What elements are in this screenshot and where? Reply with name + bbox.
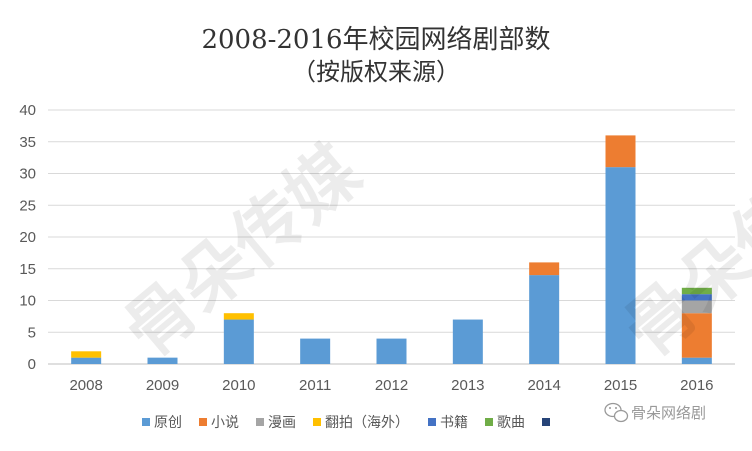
x-tick-label: 2014	[527, 377, 560, 394]
bars	[71, 135, 712, 364]
chart-title: 2008-2016年校园网络剧部数	[201, 25, 550, 55]
legend-label: 翻拍（海外）	[325, 415, 409, 431]
y-axis-ticks: 0 5 10 15 20 25 30 35 40	[19, 102, 36, 373]
bar-2014-series-0	[529, 275, 560, 364]
x-tick-label: 2011	[299, 377, 331, 394]
x-tick-label: 2008	[69, 377, 102, 394]
watermark-corner-text: 骨朵网络剧	[631, 404, 706, 422]
y-tick-label: 40	[19, 102, 36, 119]
legend-swatch	[313, 418, 321, 426]
watermark-corner: 骨朵网络剧	[604, 402, 706, 423]
bar-2016-series-2	[681, 300, 712, 314]
bar-2008-series-3	[71, 351, 102, 358]
x-axis-ticks: 2008 2009 2010 2011 2012 2013 2014 2015 2016	[69, 377, 713, 394]
bar-2016-series-4	[681, 294, 712, 301]
legend-swatch	[256, 418, 264, 426]
legend-label: 书籍	[440, 414, 468, 431]
bar-2009-series-0	[147, 357, 178, 364]
bar-2016-series-1	[681, 313, 712, 358]
bar-2010-series-3	[223, 313, 254, 320]
y-tick-label: 30	[19, 166, 36, 183]
y-tick-label: 15	[19, 261, 36, 278]
legend-label: 原创	[154, 415, 182, 431]
y-tick-label: 0	[28, 356, 36, 373]
legend-swatch	[142, 418, 150, 426]
bar-2015-series-1	[605, 135, 636, 168]
x-tick-label: 2016	[680, 377, 713, 394]
bar-2016-series-0	[681, 357, 712, 364]
bar-2013-series-0	[452, 319, 483, 364]
gridlines	[48, 109, 735, 365]
legend-label: 歌曲	[497, 415, 525, 431]
bar-2015-series-0	[605, 167, 636, 364]
bar-2011-series-0	[300, 338, 331, 364]
bar-2010-series-0	[223, 319, 254, 364]
y-tick-label: 5	[28, 324, 36, 341]
x-tick-label: 2010	[222, 377, 255, 394]
wechat-icon	[604, 402, 629, 423]
legend-label: 小说	[211, 415, 239, 431]
bar-2008-series-0	[71, 357, 102, 364]
legend-swatch	[542, 418, 550, 426]
x-tick-label: 2012	[375, 377, 408, 394]
y-tick-label: 25	[19, 197, 36, 214]
chart-subtitle: （按版权来源）	[292, 58, 460, 86]
x-tick-label: 2015	[604, 377, 637, 394]
bar-2014-series-1	[529, 262, 560, 276]
legend-swatch	[428, 418, 436, 426]
y-tick-label: 10	[19, 293, 36, 310]
y-tick-label: 20	[19, 229, 36, 246]
legend-swatch	[485, 418, 493, 426]
y-tick-label: 35	[19, 134, 36, 151]
x-tick-label: 2013	[451, 377, 484, 394]
legend-label: 漫画	[268, 415, 296, 431]
x-tick-label: 2009	[146, 377, 179, 394]
bar-2016-series-5	[681, 287, 712, 295]
legend: 原创 小说 漫画 翻拍（海外） 书籍 歌曲	[142, 414, 550, 431]
legend-swatch	[199, 418, 207, 426]
bar-2012-series-0	[376, 338, 407, 364]
